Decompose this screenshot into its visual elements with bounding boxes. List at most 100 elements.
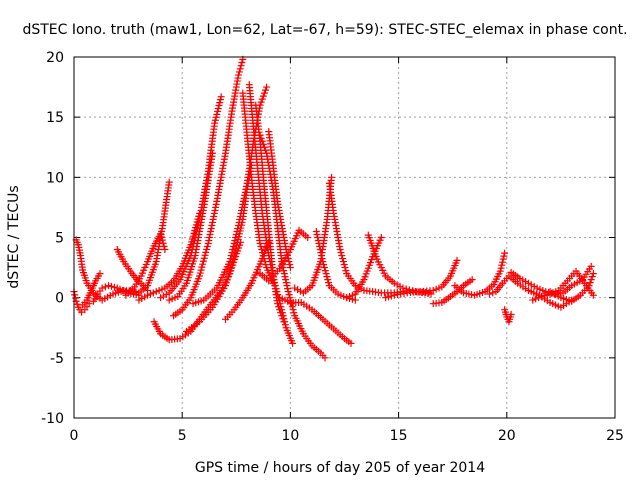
data-point: [496, 267, 504, 275]
data-point: [199, 260, 207, 268]
data-point: [322, 270, 330, 278]
data-point: [325, 279, 333, 287]
data-point: [206, 230, 214, 238]
data-point: [347, 339, 355, 347]
grid-lines: [74, 57, 615, 418]
x-tick-labels: 0 5 10 15 20 25: [70, 428, 624, 444]
data-point: [278, 312, 286, 320]
data-point: [319, 258, 327, 266]
data-point: [238, 203, 246, 211]
data-point: [317, 249, 325, 257]
data-point: [71, 291, 79, 299]
data-point: [229, 246, 237, 254]
data-point: [257, 98, 265, 106]
data-point: [239, 200, 247, 208]
data-point: [280, 267, 288, 275]
y-tick-label: 0: [55, 291, 64, 307]
data-point: [216, 99, 224, 107]
data-point: [236, 215, 244, 223]
data-point: [314, 237, 322, 245]
data-point: [234, 224, 242, 232]
data-point: [499, 255, 507, 263]
data-point: [96, 270, 104, 278]
data-point: [285, 258, 293, 266]
data-point: [281, 321, 289, 329]
data-point: [402, 285, 410, 293]
data-point: [314, 234, 322, 241]
data-point: [288, 303, 296, 311]
data-point: [209, 215, 217, 223]
data-point: [273, 300, 281, 308]
chart-title: dSTEC Iono. truth (maw1, Lon=62, Lat=-67…: [22, 22, 627, 38]
data-point: [284, 288, 292, 296]
data-point: [587, 262, 595, 270]
data-point: [208, 221, 216, 229]
data-point: [240, 194, 248, 202]
data-point: [276, 306, 284, 314]
data-point: [586, 279, 594, 287]
data-point: [265, 238, 273, 246]
data-point: [238, 59, 246, 67]
data-point: [208, 218, 216, 226]
data-point: [234, 71, 242, 79]
data-point: [318, 252, 326, 260]
y-tick-label: 5: [55, 231, 64, 247]
data-point: [204, 240, 212, 248]
data-point: [208, 149, 216, 157]
data-point: [212, 203, 220, 211]
data-point: [258, 95, 266, 103]
data-point: [259, 140, 267, 148]
data-point: [286, 264, 294, 272]
data-point: [501, 249, 509, 257]
x-tick-label: 15: [390, 428, 408, 444]
data-point: [165, 178, 173, 186]
data-point: [237, 62, 245, 70]
data-point: [274, 303, 282, 311]
y-tick-label: 15: [46, 110, 64, 126]
data-point: [489, 289, 497, 297]
data-point: [231, 237, 239, 245]
data-point: [214, 104, 222, 112]
data-point: [318, 255, 326, 263]
data-point: [234, 221, 242, 229]
data-point: [339, 255, 347, 263]
x-tick-label: 20: [498, 428, 516, 444]
data-point: [585, 282, 593, 290]
data-point: [287, 300, 295, 308]
y-tick-label: -10: [41, 411, 64, 427]
x-tick-label: 0: [70, 428, 79, 444]
data-point: [260, 89, 268, 97]
data-point: [236, 65, 244, 73]
data-point: [316, 246, 324, 254]
data-point: [397, 290, 405, 298]
data-point: [336, 246, 344, 254]
data-point: [214, 107, 222, 115]
data-point: [197, 266, 205, 274]
data-point: [312, 227, 320, 235]
data-point: [281, 273, 289, 281]
data-point: [201, 251, 209, 259]
data-point: [338, 252, 346, 260]
data-point: [351, 296, 359, 304]
data-point: [282, 276, 290, 284]
plot-frame: [73, 56, 616, 419]
data-point: [282, 279, 290, 287]
data-point: [313, 230, 321, 238]
data-point: [399, 284, 407, 292]
y-tick-label: 20: [46, 50, 64, 66]
data-point: [587, 276, 595, 284]
data-point: [242, 185, 250, 193]
data-point: [277, 309, 285, 317]
data-point: [500, 252, 508, 260]
data-point: [228, 249, 236, 257]
data-point: [101, 283, 109, 291]
data-point: [280, 270, 288, 278]
data-point: [342, 267, 350, 275]
data-point: [207, 227, 215, 235]
data-point: [321, 354, 329, 362]
data-point: [498, 261, 506, 269]
data-point: [98, 284, 106, 292]
data-point: [256, 240, 264, 248]
data-point: [211, 119, 219, 127]
data-point: [279, 315, 287, 323]
